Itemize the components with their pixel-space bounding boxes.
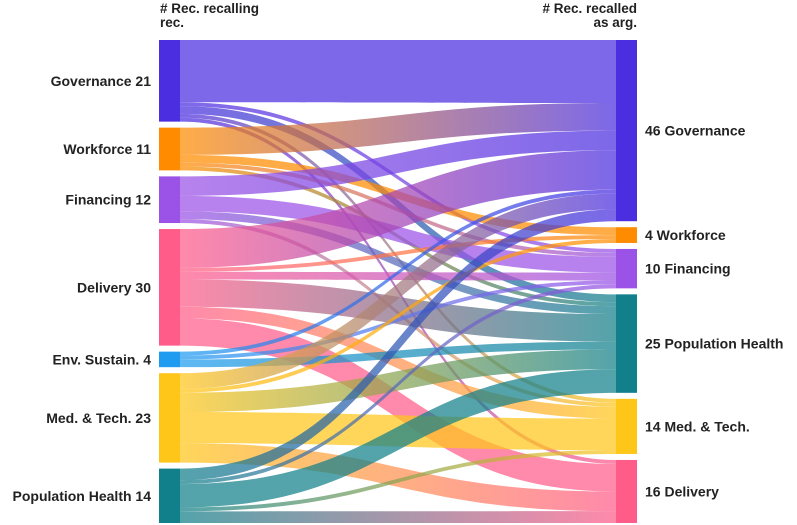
link-population-health-to-med-tech [180, 450, 616, 512]
right-node-label: 46 Governance [645, 123, 746, 139]
left-node-label: Governance 21 [51, 73, 152, 89]
left-node-label: Financing 12 [65, 192, 151, 208]
right-node-med-tech [616, 398, 637, 454]
link-financing-to-financing [180, 195, 616, 273]
link-population-health-to-governance [180, 209, 616, 481]
right-node-workforce [616, 227, 637, 243]
left-node-delivery [159, 229, 180, 346]
labels-layer: Governance 21 Workforce 11 Financing 12 Del… [13, 73, 784, 504]
right-node-label: 25 Population Health [645, 336, 783, 352]
right-axis-header: # Rec. recalled as arg. [497, 2, 637, 30]
left-axis-header: # Rec. recalling rec. [160, 2, 300, 30]
link-financing-to-governance [180, 130, 616, 196]
link-delivery-to-delivery [180, 318, 616, 492]
link-delivery-to-financing [180, 271, 616, 281]
link-financing-to-population-health [180, 211, 616, 315]
link-workforce-to-governance [180, 103, 616, 155]
left-node-governance [159, 40, 180, 122]
right-node-label: 16 Delivery [645, 483, 719, 499]
link-med-tech-to-population-health [180, 349, 616, 413]
left-header-line2: rec. [160, 15, 185, 30]
link-population-health-to-financing [180, 284, 616, 485]
right-header-line1: # Rec. recalled [542, 1, 637, 16]
nodes-layer [159, 40, 637, 523]
right-node-financing [616, 248, 637, 289]
link-delivery-to-governance [180, 150, 616, 268]
left-node-label: Population Health 14 [13, 488, 152, 504]
left-node-label: Workforce 11 [63, 141, 151, 157]
link-delivery-to-population-health [180, 279, 616, 342]
links-layer [180, 40, 616, 523]
left-node-workforce [159, 127, 180, 171]
link-delivery-to-med-tech [180, 306, 616, 419]
link-governance-to-governance [180, 40, 616, 104]
left-header-line1: # Rec. recalling [160, 1, 260, 16]
left-node-financing [159, 176, 180, 224]
right-node-population-health [616, 294, 637, 393]
link-delivery-to-workforce [180, 235, 616, 272]
link-population-health-to-delivery [180, 511, 616, 523]
right-node-label: 4 Workforce [645, 227, 726, 243]
link-governance-to-financing [180, 102, 616, 253]
link-governance-to-med-tech [180, 113, 616, 403]
right-node-governance [616, 40, 637, 222]
right-header-line2: as arg. [593, 15, 637, 30]
left-node-label: Med. & Tech. 23 [46, 410, 151, 426]
left-node-med-tech [159, 373, 180, 463]
left-node-population-health [159, 468, 180, 523]
link-env-sustain-to-financing [180, 280, 616, 360]
left-node-label: Delivery 30 [77, 279, 151, 295]
link-med-tech-to-governance [180, 193, 616, 389]
right-node-label: 10 Financing [645, 261, 731, 277]
left-node-label: Env. Sustain. 4 [52, 351, 151, 367]
right-node-delivery [616, 459, 637, 523]
link-env-sustain-to-governance [180, 189, 616, 356]
link-med-tech-to-workforce [180, 239, 616, 393]
right-node-label: 14 Med. & Tech. [645, 418, 750, 434]
link-population-health-to-population-health [180, 369, 616, 508]
left-node-env-sustain [159, 351, 180, 368]
